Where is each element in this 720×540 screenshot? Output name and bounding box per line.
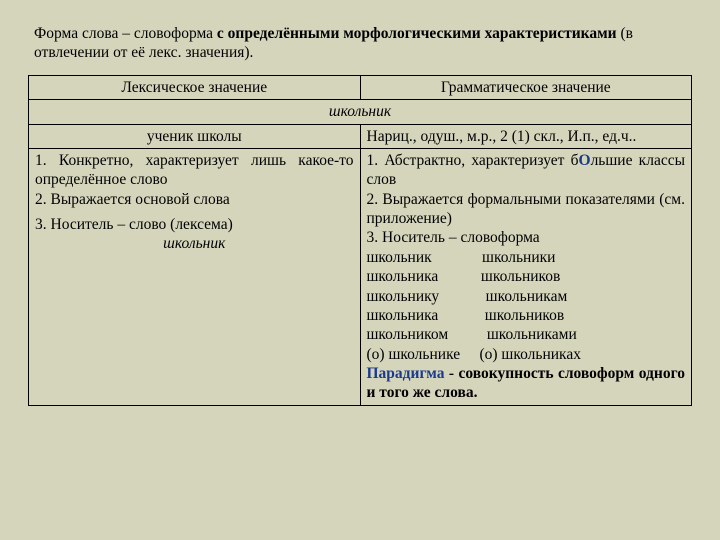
pair-4: школьником школьниками: [367, 325, 686, 344]
comparison-table: Лексическое значение Грамматическое знач…: [28, 75, 692, 406]
right-p1: 1. Абстрактно, характеризует бОльшие кла…: [367, 151, 686, 190]
pair-3: школьника школьников: [367, 306, 686, 325]
intro-part1: Форма слова – словоформа: [34, 25, 217, 42]
pair-2: школьнику школьникам: [367, 287, 686, 306]
row3-left: 1. Конкретно, характеризует лишь какое-т…: [29, 148, 361, 405]
header-left: Лексическое значение: [29, 75, 361, 99]
row3-right: 1. Абстрактно, характеризует бОльшие кла…: [360, 148, 692, 405]
center-word: школьник: [29, 100, 692, 124]
pair-5: (о) школьнике (о) школьниках: [367, 345, 686, 364]
right-p2: 2. Выражается формальными показателями (…: [367, 190, 686, 229]
row2-left: ученик школы: [29, 124, 361, 148]
right-p4: Парадигма - совокупность словоформ одног…: [367, 364, 686, 403]
left-p2: 2. Выражается основой слова: [35, 190, 354, 209]
header-right: Грамматическое значение: [360, 75, 692, 99]
row2-right: Нариц., одуш., м.р., 2 (1) скл., И.п., е…: [360, 124, 692, 148]
pair-1: школьника школьников: [367, 267, 686, 286]
right-p3: 3. Носитель – словоформа: [367, 228, 686, 247]
intro-bold: с определёнными морфологическими характе…: [217, 25, 617, 42]
left-p3: 3. Носитель – слово (лексема): [35, 215, 354, 234]
left-p3-word: школьник: [35, 234, 354, 253]
left-p1: 1. Конкретно, характеризует лишь какое-т…: [35, 151, 354, 190]
pair-0: школьник школьники: [367, 248, 686, 267]
intro-text: Форма слова – словоформа с определёнными…: [28, 24, 692, 63]
